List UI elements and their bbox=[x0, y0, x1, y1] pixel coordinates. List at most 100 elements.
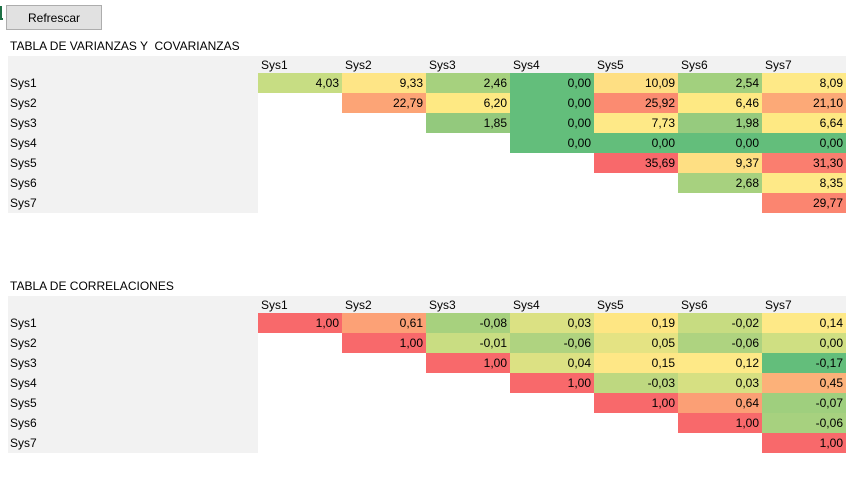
correlation-value-cell: -0,02 bbox=[678, 313, 762, 333]
covariance-empty-cell bbox=[678, 193, 762, 213]
covariance-empty-cell bbox=[258, 193, 342, 213]
covariance-value-cell: 0,00 bbox=[678, 133, 762, 153]
covariance-column-header: Sys6 bbox=[678, 56, 762, 73]
correlation-value-cell: -0,17 bbox=[762, 353, 846, 373]
covariance-empty-cell bbox=[426, 173, 510, 193]
correlation-value-cell: 0,04 bbox=[510, 353, 594, 373]
correlation-value-cell: -0,06 bbox=[510, 333, 594, 353]
correlation-header-corner bbox=[8, 296, 258, 313]
covariance-empty-cell bbox=[258, 133, 342, 153]
covariance-value-cell: 8,35 bbox=[762, 173, 846, 193]
covariance-value-cell: 25,92 bbox=[594, 93, 678, 113]
correlation-value-cell: 0,61 bbox=[342, 313, 426, 333]
correlation-empty-cell bbox=[258, 433, 342, 453]
covariance-row-label: Sys2 bbox=[8, 93, 258, 113]
correlation-value-cell: 0,14 bbox=[762, 313, 846, 333]
correlation-column-header: Sys2 bbox=[342, 296, 426, 313]
correlation-empty-cell bbox=[342, 413, 426, 433]
correlation-empty-cell bbox=[510, 393, 594, 413]
covariance-value-cell: 1,98 bbox=[678, 113, 762, 133]
correlation-value-cell: -0,07 bbox=[762, 393, 846, 413]
sheet-corner-marker bbox=[0, 6, 3, 20]
correlation-row-label: Sys4 bbox=[8, 373, 258, 393]
correlation-row-label: Sys5 bbox=[8, 393, 258, 413]
correlation-column-header: Sys4 bbox=[510, 296, 594, 313]
covariance-empty-cell bbox=[594, 193, 678, 213]
correlation-value-cell: -0,06 bbox=[678, 333, 762, 353]
covariance-empty-cell bbox=[426, 153, 510, 173]
covariance-value-cell: 0,00 bbox=[510, 73, 594, 93]
correlation-empty-cell bbox=[510, 413, 594, 433]
covariance-empty-cell bbox=[510, 153, 594, 173]
covariance-row-label: Sys7 bbox=[8, 193, 258, 213]
correlation-row-label: Sys6 bbox=[8, 413, 258, 433]
covariance-header-corner bbox=[8, 56, 258, 73]
covariance-empty-cell bbox=[342, 113, 426, 133]
covariance-empty-cell bbox=[258, 173, 342, 193]
correlation-column-header: Sys7 bbox=[762, 296, 846, 313]
covariance-value-cell: 6,64 bbox=[762, 113, 846, 133]
covariance-value-cell: 0,00 bbox=[510, 133, 594, 153]
correlation-value-cell: 0,12 bbox=[678, 353, 762, 373]
covariance-empty-cell bbox=[594, 173, 678, 193]
correlation-empty-cell bbox=[342, 353, 426, 373]
covariance-empty-cell bbox=[342, 133, 426, 153]
correlation-empty-cell bbox=[426, 413, 510, 433]
covariance-empty-cell bbox=[258, 113, 342, 133]
correlation-empty-cell bbox=[594, 413, 678, 433]
correlation-value-cell: 1,00 bbox=[762, 433, 846, 453]
correlation-empty-cell bbox=[678, 433, 762, 453]
covariance-value-cell: 6,46 bbox=[678, 93, 762, 113]
correlation-column-header: Sys1 bbox=[258, 296, 342, 313]
correlation-value-cell: 0,64 bbox=[678, 393, 762, 413]
covariance-column-header: Sys2 bbox=[342, 56, 426, 73]
covariance-column-header: Sys7 bbox=[762, 56, 846, 73]
correlation-value-cell: 0,03 bbox=[510, 313, 594, 333]
correlation-row-label: Sys7 bbox=[8, 433, 258, 453]
covariance-value-cell: 8,09 bbox=[762, 73, 846, 93]
correlation-value-cell: -0,01 bbox=[426, 333, 510, 353]
correlation-empty-cell bbox=[258, 413, 342, 433]
covariance-value-cell: 9,37 bbox=[678, 153, 762, 173]
covariance-column-header: Sys4 bbox=[510, 56, 594, 73]
correlation-empty-cell bbox=[258, 373, 342, 393]
correlation-empty-cell bbox=[258, 353, 342, 373]
covariance-value-cell: 0,00 bbox=[762, 133, 846, 153]
covariance-value-cell: 21,10 bbox=[762, 93, 846, 113]
covariance-empty-cell bbox=[258, 93, 342, 113]
correlation-column-header: Sys3 bbox=[426, 296, 510, 313]
correlation-value-cell: -0,06 bbox=[762, 413, 846, 433]
correlation-empty-cell bbox=[594, 433, 678, 453]
covariance-value-cell: 2,68 bbox=[678, 173, 762, 193]
correlation-value-cell: 0,19 bbox=[594, 313, 678, 333]
covariance-value-cell: 0,00 bbox=[510, 113, 594, 133]
covariance-value-cell: 10,09 bbox=[594, 73, 678, 93]
covariance-empty-cell bbox=[342, 173, 426, 193]
covariance-value-cell: 9,33 bbox=[342, 73, 426, 93]
correlation-row-label: Sys2 bbox=[8, 333, 258, 353]
correlation-empty-cell bbox=[510, 433, 594, 453]
refresh-button[interactable]: Refrescar bbox=[6, 5, 102, 30]
correlation-value-cell: 0,00 bbox=[762, 333, 846, 353]
correlation-column-header: Sys5 bbox=[594, 296, 678, 313]
covariance-value-cell: 7,73 bbox=[594, 113, 678, 133]
correlation-empty-cell bbox=[426, 433, 510, 453]
correlation-value-cell: -0,03 bbox=[594, 373, 678, 393]
covariance-value-cell: 1,85 bbox=[426, 113, 510, 133]
correlation-empty-cell bbox=[426, 393, 510, 413]
covariance-value-cell: 35,69 bbox=[594, 153, 678, 173]
covariance-empty-cell bbox=[258, 153, 342, 173]
covariance-value-cell: 22,79 bbox=[342, 93, 426, 113]
covariance-row-label: Sys1 bbox=[8, 73, 258, 93]
covariance-value-cell: 31,30 bbox=[762, 153, 846, 173]
correlation-value-cell: 1,00 bbox=[258, 313, 342, 333]
correlation-value-cell: 0,03 bbox=[678, 373, 762, 393]
covariance-empty-cell bbox=[510, 173, 594, 193]
covariance-row-label: Sys6 bbox=[8, 173, 258, 193]
correlation-empty-cell bbox=[258, 333, 342, 353]
covariance-value-cell: 0,00 bbox=[510, 93, 594, 113]
covariance-row-label: Sys3 bbox=[8, 113, 258, 133]
correlation-empty-cell bbox=[426, 373, 510, 393]
covariance-value-cell: 2,46 bbox=[426, 73, 510, 93]
correlation-value-cell: 1,00 bbox=[678, 413, 762, 433]
